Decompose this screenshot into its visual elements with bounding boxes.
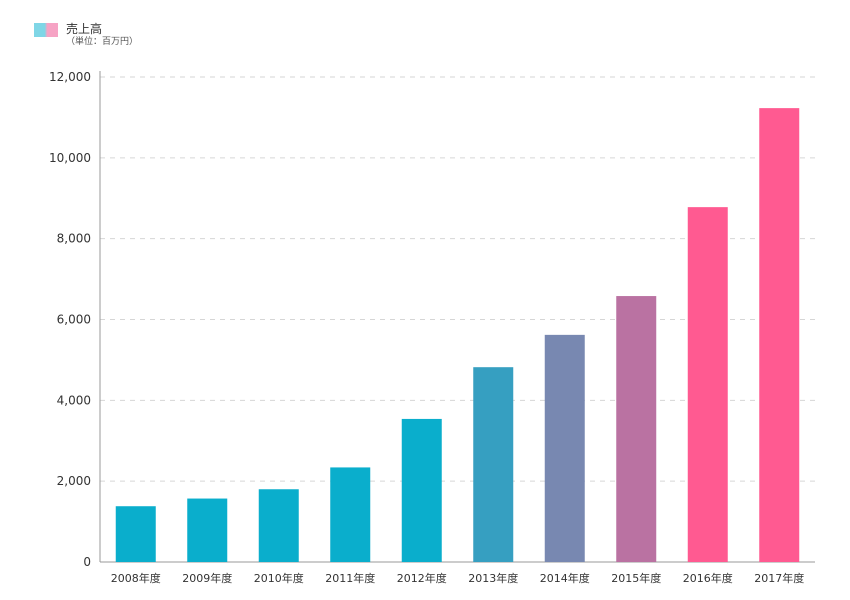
legend-swatch <box>34 23 58 37</box>
y-tick-label: 8,000 <box>57 232 91 246</box>
y-tick-label: 0 <box>83 555 91 569</box>
legend: 売上高 （単位：百万円） <box>34 22 138 48</box>
bar <box>544 334 585 562</box>
y-tick-label: 6,000 <box>57 313 91 327</box>
y-tick-label: 10,000 <box>49 151 91 165</box>
legend-label: 売上高 <box>66 22 103 36</box>
bar <box>687 207 728 562</box>
x-tick-label: 2008年度 <box>111 571 161 585</box>
y-tick-label: 12,000 <box>49 70 91 84</box>
legend-text: 売上高 （単位：百万円） <box>66 22 138 48</box>
bar <box>616 296 657 562</box>
x-tick-label: 2013年度 <box>468 571 518 585</box>
bar <box>258 489 299 562</box>
bar <box>473 367 514 562</box>
y-tick-label: 2,000 <box>57 474 91 488</box>
bar <box>401 418 442 562</box>
bar <box>115 506 156 562</box>
x-tick-label: 2012年度 <box>397 571 447 585</box>
x-tick-label: 2016年度 <box>683 571 733 585</box>
x-tick-label: 2015年度 <box>611 571 661 585</box>
bar <box>330 467 371 562</box>
bar <box>759 108 800 562</box>
bar <box>187 498 228 562</box>
y-tick-label: 4,000 <box>57 393 91 407</box>
x-tick-label: 2014年度 <box>540 571 590 585</box>
legend-unit: （単位：百万円） <box>66 37 139 47</box>
x-tick-label: 2011年度 <box>325 571 375 585</box>
x-tick-label: 2010年度 <box>254 571 304 585</box>
x-tick-label: 2017年度 <box>754 571 804 585</box>
x-tick-label: 2009年度 <box>182 571 232 585</box>
